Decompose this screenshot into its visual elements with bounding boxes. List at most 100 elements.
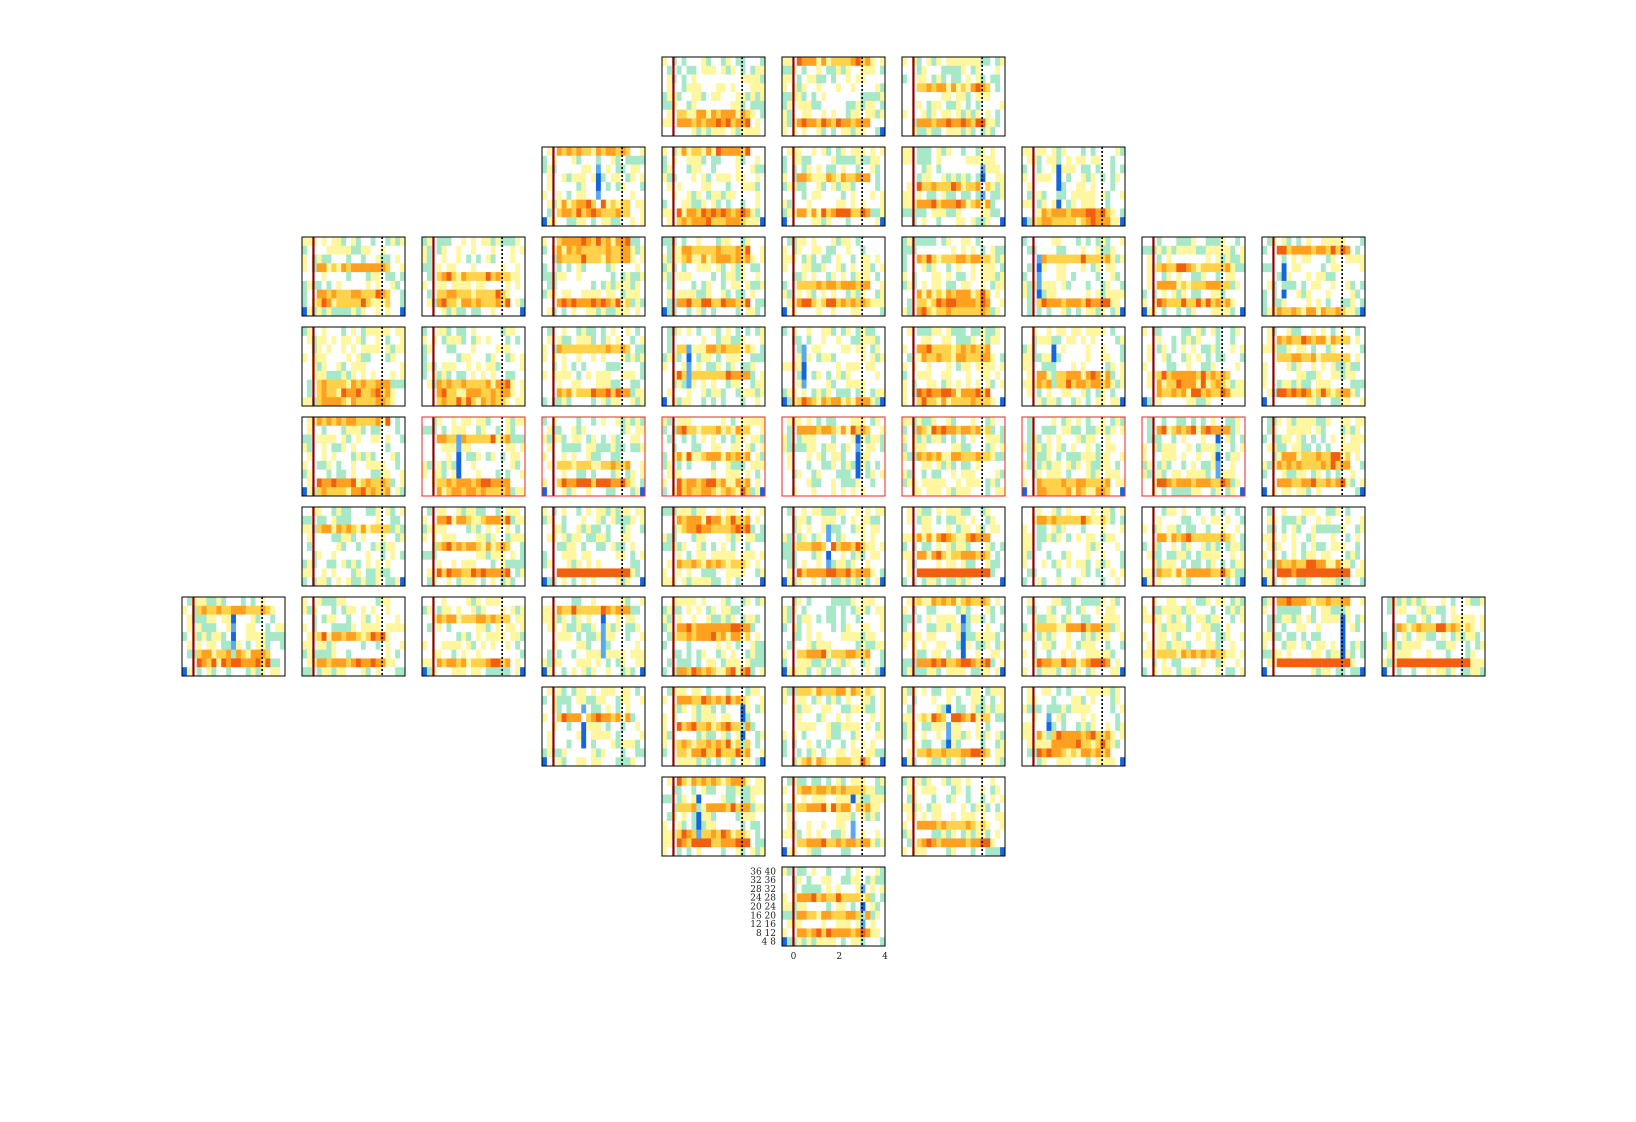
panel-frame	[901, 506, 1006, 587]
panel-frame	[1021, 596, 1126, 677]
panel-frame	[781, 776, 886, 857]
panel-frame	[1021, 686, 1126, 767]
y-tick-label: 20 24	[750, 903, 776, 913]
heatmap-panel-r5-c2	[421, 506, 526, 587]
panel-frame	[661, 776, 766, 857]
heatmap-panel-r7-c5	[781, 686, 886, 767]
heatmap-panel-r5-c9	[1261, 506, 1366, 587]
heatmap-panel-r2-c6	[901, 236, 1006, 317]
heatmap-panel-r5-c6	[901, 506, 1006, 587]
heatmap-panel-r4-c3	[541, 416, 646, 497]
heatmap-panel-r5-c5	[781, 506, 886, 587]
panel-frame	[661, 506, 766, 587]
panel-frame	[781, 56, 886, 137]
panel-frame	[541, 686, 646, 767]
y-tick-label: 16 20	[750, 911, 776, 921]
heatmap-panel-r2-c5	[781, 236, 886, 317]
heatmap-panel-r0-c5	[781, 56, 886, 137]
heatmap-panel-r5-c3	[541, 506, 646, 587]
heatmap-panel-r7-c4	[661, 686, 766, 767]
panel-frame	[541, 416, 646, 497]
panel-frame	[421, 236, 526, 317]
heatmap-panel-r4-c1	[301, 416, 406, 497]
panel-frame	[421, 506, 526, 587]
panel-frame	[1141, 596, 1246, 677]
panel-frame	[661, 686, 766, 767]
panel-frame	[181, 596, 286, 677]
panel-frame	[901, 776, 1006, 857]
heatmap-panel-r2-c9	[1261, 236, 1366, 317]
panel-frame	[1021, 416, 1126, 497]
heatmap-panel-r3-c4	[661, 326, 766, 407]
y-tick-label: 24 28	[750, 894, 776, 904]
heatmap-panel-r3-c5	[781, 326, 886, 407]
panel-frame	[1141, 236, 1246, 317]
heatmap-panel-r2-c8	[1141, 236, 1246, 317]
heatmap-panel-r5-c1	[301, 506, 406, 587]
panel-frame	[781, 506, 886, 587]
heatmap-panel-r6-c3	[541, 596, 646, 677]
x-tick-label: 0	[791, 952, 797, 962]
panel-frame	[661, 416, 766, 497]
heatmap-panel-r6-c9	[1261, 596, 1366, 677]
heatmap-panel-r7-c6	[901, 686, 1006, 767]
heatmap-panel-r2-c4	[661, 236, 766, 317]
panel-frame	[541, 236, 646, 317]
heatmap-panel-r6-c0	[181, 596, 286, 677]
y-tick-label: 28 32	[750, 885, 776, 895]
panel-frame	[781, 236, 886, 317]
panel-frame	[901, 686, 1006, 767]
panel-frame	[1261, 326, 1366, 407]
heatmap-panel-r4-c5	[781, 416, 886, 497]
panel-frame	[781, 596, 886, 677]
panel-frame	[541, 506, 646, 587]
heatmap-panel-r5-c8	[1141, 506, 1246, 587]
heatmap-panel-r4-c8	[1141, 416, 1246, 497]
heatmap-panel-r3-c8	[1141, 326, 1246, 407]
panel-frame	[781, 686, 886, 767]
heatmap-panel-r3-c2	[421, 326, 526, 407]
x-tick-label: 2	[836, 952, 842, 962]
panel-frame	[421, 326, 526, 407]
panel-frame	[661, 596, 766, 677]
panel-frame	[1021, 326, 1126, 407]
panel-frame	[781, 146, 886, 227]
panel-frame	[1261, 236, 1366, 317]
heatmap-panel-r4-c4	[661, 416, 766, 497]
y-tick-label: 4 8	[762, 938, 777, 948]
heatmap-panel-r1-c6	[901, 146, 1006, 227]
heatmap-panel-r6-c7	[1021, 596, 1126, 677]
y-tick-label: 32 36	[750, 876, 776, 886]
panel-frame	[1021, 146, 1126, 227]
heatmap-panel-r8-c4	[661, 776, 766, 857]
panel-frame	[661, 56, 766, 137]
heatmap-panel-r6-c2	[421, 596, 526, 677]
heatmap-panel-r1-c4	[661, 146, 766, 227]
panel-frame	[781, 416, 886, 497]
panel-frame	[421, 596, 526, 677]
heatmap-panel-r4-c6	[901, 416, 1006, 497]
panel-frame	[1141, 326, 1246, 407]
heatmap-panel-r4-c9	[1261, 416, 1366, 497]
panel-frame	[541, 146, 646, 227]
panel-frame	[421, 416, 526, 497]
heatmap-panel-r6-c8	[1141, 596, 1246, 677]
panel-frame	[1261, 596, 1366, 677]
heatmap-panel-r4-c7	[1021, 416, 1126, 497]
panel-frame	[1261, 416, 1366, 497]
heatmap-panel-r4-c2	[421, 416, 526, 497]
x-tick-label: 4	[882, 952, 888, 962]
panel-frame	[661, 146, 766, 227]
panel-frame	[901, 146, 1006, 227]
panel-frame	[301, 236, 406, 317]
panel-frame	[1021, 506, 1126, 587]
heatmap-panel-r7-c3	[541, 686, 646, 767]
panel-frame	[301, 326, 406, 407]
heatmap-panel-r6-c5	[781, 596, 886, 677]
panel-frame	[901, 416, 1006, 497]
panel-frame	[541, 596, 646, 677]
y-tick-label: 36 40	[750, 867, 776, 877]
heatmap-panel-r3-c9	[1261, 326, 1366, 407]
